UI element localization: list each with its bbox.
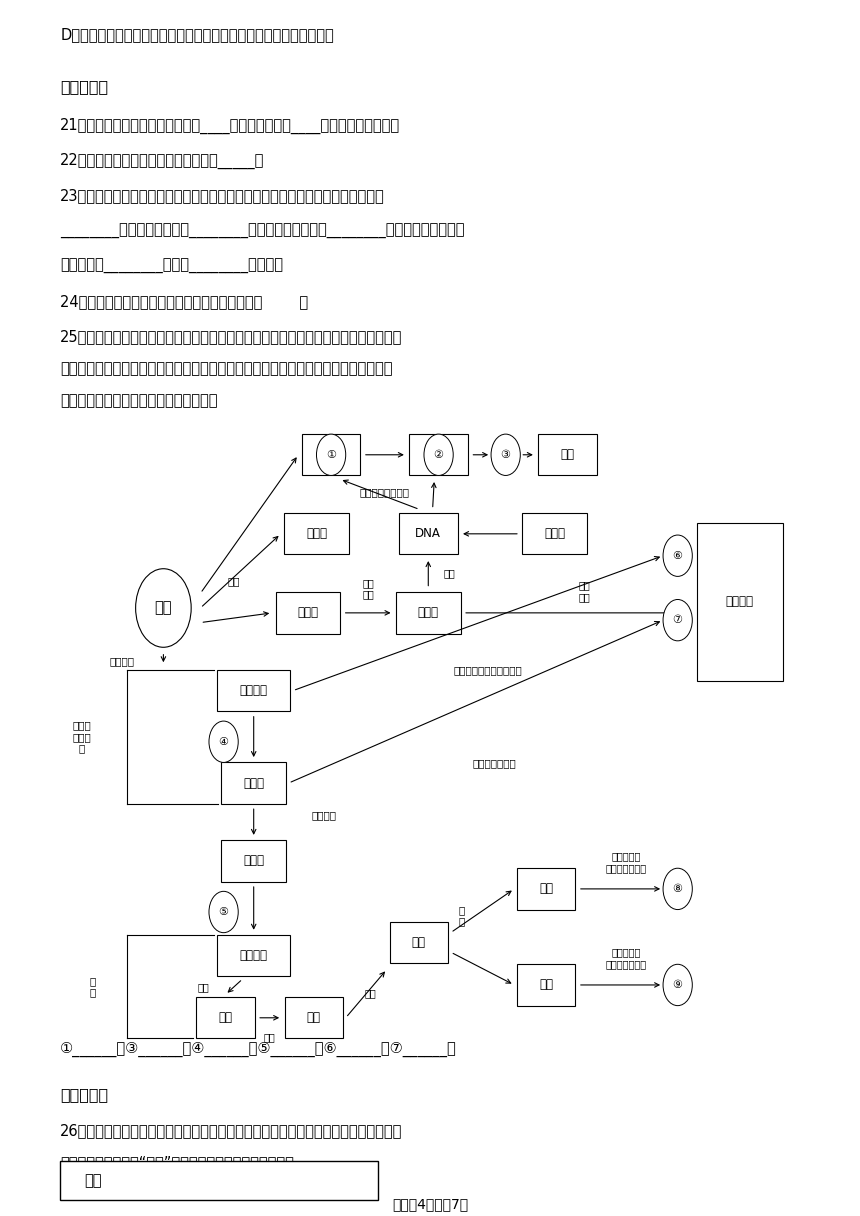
FancyBboxPatch shape <box>517 964 575 1006</box>
FancyBboxPatch shape <box>697 523 783 681</box>
Text: 25．细胞是生物体结构和功能的基本单位。人体的生殖发育、遗传变异都离不开细胞。: 25．细胞是生物体结构和功能的基本单位。人体的生殖发育、遗传变异都离不开细胞。 <box>60 330 402 344</box>
Text: 细胞分裂: 细胞分裂 <box>311 810 337 820</box>
Text: ①______；③______；④______；⑤______；⑥______；⑦______。: ①______；③______；④______；⑤______；⑥______；… <box>60 1042 457 1058</box>
Text: 二、填空题: 二、填空题 <box>60 79 108 94</box>
Text: ①: ① <box>326 450 336 460</box>
FancyBboxPatch shape <box>517 868 575 910</box>
Text: 细胞质: 细胞质 <box>306 528 327 540</box>
Text: 女性: 女性 <box>539 979 553 991</box>
Text: 多种组织: 多种组织 <box>240 950 267 962</box>
Circle shape <box>491 434 520 475</box>
FancyBboxPatch shape <box>538 434 597 475</box>
Text: ⑦: ⑦ <box>673 615 683 625</box>
Text: 生殖细胞: 生殖细胞 <box>240 685 267 697</box>
FancyBboxPatch shape <box>285 997 343 1038</box>
Text: 更好地认识植物，为“月季”标牌的局部，请据图完成填空。: 更好地认识植物，为“月季”标牌的局部，请据图完成填空。 <box>60 1155 294 1170</box>
Circle shape <box>663 535 692 576</box>
Text: 24．生男生女完全是由女方决定，与男方无关。（        ）: 24．生男生女完全是由女方决定，与男方无关。（ ） <box>60 294 309 309</box>
FancyBboxPatch shape <box>275 592 340 634</box>
Text: 构成: 构成 <box>365 989 377 998</box>
Text: 形成: 形成 <box>198 981 210 992</box>
Text: 构成: 构成 <box>264 1032 275 1042</box>
Text: 性状: 性状 <box>561 449 574 461</box>
Text: 个体: 个体 <box>412 936 426 948</box>
Circle shape <box>663 964 692 1006</box>
Text: 23．孟德尔在豌豆杂交实验中，选用的是具有明显相对性状的纯种豌豆，如植株是: 23．孟德尔在豌豆杂交实验中，选用的是具有明显相对性状的纯种豌豆，如植株是 <box>60 188 385 203</box>
Text: 男性: 男性 <box>539 883 553 895</box>
Circle shape <box>663 868 692 910</box>
FancyBboxPatch shape <box>222 762 286 804</box>
FancyBboxPatch shape <box>409 434 468 475</box>
Text: ________的和矮的，种子是________的和绿色的，种皮是________的和皱缩的等，进行: ________的和矮的，种子是________的和绿色的，种皮是_______… <box>60 224 464 238</box>
Text: ④: ④ <box>218 737 229 747</box>
Circle shape <box>209 721 238 762</box>
Text: 包括: 包括 <box>444 568 456 579</box>
Text: 结构: 结构 <box>228 576 240 586</box>
Text: 性染色体: 性染色体 <box>726 596 753 608</box>
Text: 性染色体组成为: 性染色体组成为 <box>473 759 517 769</box>
Text: 解）。图中下列标号分别表示什么内容？: 解）。图中下列标号分别表示什么内容？ <box>60 393 218 407</box>
Circle shape <box>136 569 191 647</box>
Text: DNA: DNA <box>415 528 441 540</box>
Text: 个体体细胞
性染色体组成为: 个体体细胞 性染色体组成为 <box>606 851 647 873</box>
Text: 人工控制的________，研究________的遗传。: 人工控制的________，研究________的遗传。 <box>60 259 283 274</box>
Text: 受精卵: 受精卵 <box>243 777 264 789</box>
Text: 月季: 月季 <box>84 1173 101 1188</box>
Text: 下面是有关人体细胞与生殖发育、遗传变异的知识结构图（表示各知识点之间关系的图: 下面是有关人体细胞与生殖发育、遗传变异的知识结构图（表示各知识点之间关系的图 <box>60 361 393 376</box>
Text: 种类之一: 种类之一 <box>109 655 135 666</box>
Text: 生殖的
部分阶
段: 生殖的 部分阶 段 <box>72 720 91 754</box>
Text: 21．自然界中的生物，通过激烈的____，适应者生存，____，这就是自然选择。: 21．自然界中的生物，通过激烈的____，适应者生存，____，这就是自然选择。 <box>60 118 400 134</box>
Text: 个体体细胞
性染色体组成为: 个体体细胞 性染色体组成为 <box>606 947 647 969</box>
Text: 系统: 系统 <box>307 1012 321 1024</box>
FancyBboxPatch shape <box>217 935 291 976</box>
Text: ③: ③ <box>501 450 511 460</box>
Text: 细胞: 细胞 <box>155 601 172 615</box>
Text: 性
状: 性 状 <box>458 905 465 927</box>
Text: ⑤: ⑤ <box>218 907 229 917</box>
FancyBboxPatch shape <box>302 434 360 475</box>
Circle shape <box>316 434 346 475</box>
Text: 26．在你畅游湿地公园或五彩田园时，经常可以看到各种植物的标牌，标牌有助于人们: 26．在你畅游湿地公园或五彩田园时，经常可以看到各种植物的标牌，标牌有助于人们 <box>60 1124 402 1138</box>
Text: 器官: 器官 <box>218 1012 232 1024</box>
Text: ⑨: ⑨ <box>673 980 683 990</box>
Text: 细胞群: 细胞群 <box>243 855 264 867</box>
Text: ⑧: ⑧ <box>673 884 683 894</box>
Text: ⑥: ⑥ <box>673 551 683 561</box>
FancyBboxPatch shape <box>399 513 458 554</box>
Circle shape <box>209 891 238 933</box>
Text: 三、综合题: 三、综合题 <box>60 1087 108 1102</box>
FancyBboxPatch shape <box>396 592 461 634</box>
Text: 有遗传效应的片段: 有遗传效应的片段 <box>359 488 410 497</box>
Text: D．为了保护环境，应该提倡垃圾分类回收，如用废旧纸张制作再生纸: D．为了保护环境，应该提倡垃圾分类回收，如用废旧纸张制作再生纸 <box>60 27 334 41</box>
FancyBboxPatch shape <box>523 513 587 554</box>
Text: 染色体: 染色体 <box>418 607 439 619</box>
Circle shape <box>424 434 453 475</box>
Text: 22．保护珍稀动物，最有效的方法就是_____。: 22．保护珍稀动物，最有效的方法就是_____。 <box>60 153 265 169</box>
Text: 种类
之一: 种类 之一 <box>578 580 590 602</box>
Text: 细胞核: 细胞核 <box>298 607 318 619</box>
Text: ②: ② <box>433 450 444 460</box>
FancyBboxPatch shape <box>390 922 448 963</box>
Bar <box>60 1161 378 1200</box>
FancyBboxPatch shape <box>222 840 286 882</box>
Text: 结构
之一: 结构 之一 <box>362 578 374 599</box>
Text: 发
育: 发 育 <box>89 976 96 997</box>
FancyBboxPatch shape <box>217 670 291 711</box>
FancyBboxPatch shape <box>284 513 349 554</box>
Text: 一个细胞性染色体组成为: 一个细胞性染色体组成为 <box>454 665 523 675</box>
Circle shape <box>663 599 692 641</box>
FancyBboxPatch shape <box>196 997 255 1038</box>
Text: 试卷第4页，共7页: 试卷第4页，共7页 <box>392 1197 468 1211</box>
Text: 蛋白质: 蛋白质 <box>544 528 565 540</box>
